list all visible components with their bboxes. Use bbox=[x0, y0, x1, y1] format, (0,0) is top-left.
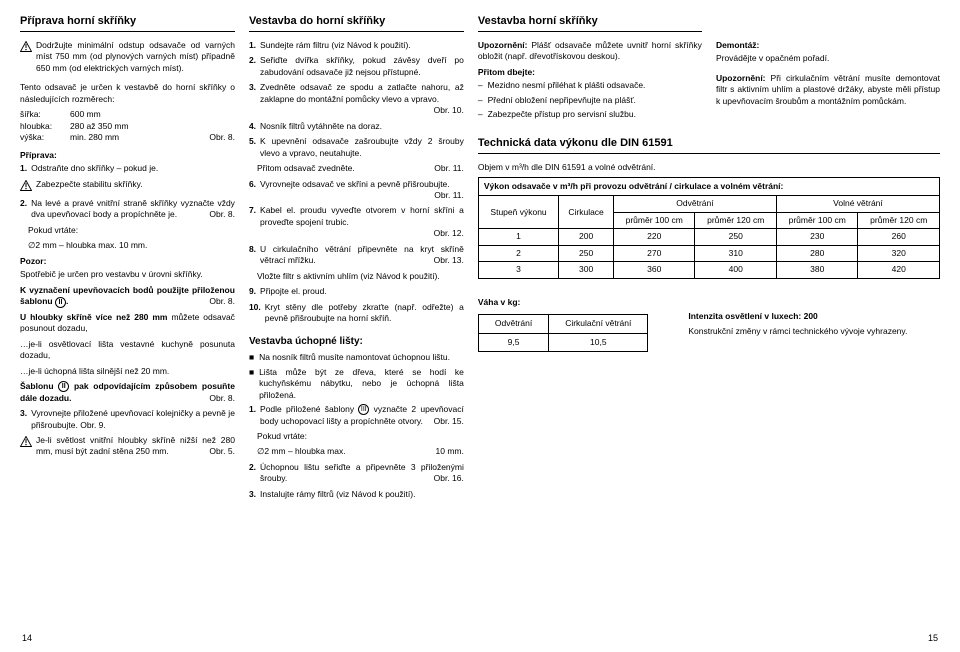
drill-value: ∅2 mm – hloubka max. 10 mm. bbox=[20, 240, 235, 251]
warn-depth: Je-li světlost vnitřní hloubky skříně ni… bbox=[20, 435, 235, 462]
page-number-right: 15 bbox=[928, 632, 938, 644]
warn-distance-text: Dodržujte minimální odstup odsavače od v… bbox=[36, 40, 235, 74]
right-block: Vestavba horní skříňky Upozornění: Plášť… bbox=[478, 14, 940, 504]
pozor-text: Spotřebič je určen pro vestavbu v úrovni… bbox=[20, 269, 235, 280]
square-bullet-icon: ■ bbox=[249, 352, 254, 363]
warning-icon bbox=[20, 436, 32, 447]
performance-table: Stupeň výkonu Cirkulace Odvětrání Volné … bbox=[478, 195, 940, 278]
col-priprava: Příprava horní skříňky Dodržujte minimál… bbox=[20, 14, 235, 504]
mark-text: K vyznačení upevňovacích bodů použijte p… bbox=[20, 285, 235, 308]
install-steps: 1.Sundejte rám filtru (viz Návod k použi… bbox=[249, 40, 464, 159]
page-root: Příprava horní skříňky Dodržujte minimál… bbox=[20, 14, 940, 504]
warning-icon bbox=[20, 41, 32, 52]
h-uchopna-lista: Vestavba úchopné lišty: bbox=[249, 335, 464, 349]
table-row: 3300360400380420 bbox=[478, 262, 939, 278]
intro-text: Tento odsavač je určen k vestavbě do hor… bbox=[20, 82, 235, 105]
dimensions: šířka:600 mm hloubka:280 až 350 mm výška… bbox=[20, 109, 235, 143]
h-priprava: Příprava horní skříňky bbox=[20, 14, 235, 32]
warn-stability-text: Zabezpečte stabilitu skříňky. bbox=[36, 179, 143, 190]
table-row: 2250270310280320 bbox=[478, 245, 939, 261]
col-vestavba-do: Vestavba do horní skříňky 1.Sundejte rám… bbox=[249, 14, 464, 504]
pozor-label: Pozor: bbox=[20, 256, 235, 267]
template-ii-icon: II bbox=[55, 297, 66, 308]
square-bullet-icon: ■ bbox=[249, 367, 254, 401]
warn-distance: Dodržujte minimální odstup odsavače od v… bbox=[20, 40, 235, 78]
priprava-label: Příprava: bbox=[20, 150, 235, 161]
weight-block: Váha v kg: OdvětráníCirkulační větrání 9… bbox=[478, 293, 648, 358]
warn-stability: Zabezpečte stabilitu skříňky. bbox=[20, 179, 235, 194]
template-iii-icon: III bbox=[358, 404, 369, 415]
warning-icon bbox=[20, 180, 32, 191]
col-vestavba-horni: Vestavba horní skříňky Upozornění: Plášť… bbox=[478, 14, 702, 124]
drill-label: Pokud vrtáte: bbox=[20, 225, 235, 236]
weight-table: OdvětráníCirkulační větrání 9,510,5 bbox=[478, 314, 648, 352]
h-vestavba-horni: Vestavba horní skříňky bbox=[478, 14, 702, 32]
lux-block: Intenzita osvětlení v luxech: 200 Konstr… bbox=[688, 293, 907, 358]
h-vestavba-do: Vestavba do horní skříňky bbox=[249, 14, 464, 32]
tech-data: Technická data výkonu dle DIN 61591 Obje… bbox=[478, 136, 940, 359]
h-tech: Technická data výkonu dle DIN 61591 bbox=[478, 136, 940, 154]
col-demontaz: Demontáž: Provádějte v opačném pořadí. U… bbox=[716, 14, 940, 124]
template-ii-icon: II bbox=[58, 381, 69, 392]
page-number-left: 14 bbox=[22, 632, 32, 644]
table-row: 1200220250230260 bbox=[478, 229, 939, 245]
